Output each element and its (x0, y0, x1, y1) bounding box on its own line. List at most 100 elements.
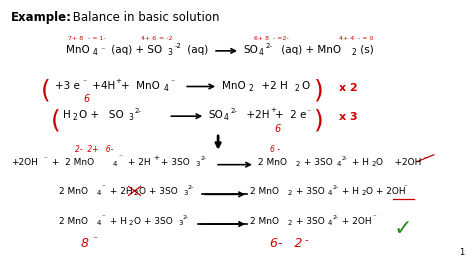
Text: 4: 4 (224, 113, 229, 122)
Text: + 3SO: + 3SO (301, 158, 332, 167)
Text: 8: 8 (81, 237, 89, 250)
Text: 4: 4 (164, 84, 168, 93)
Text: +2OH: +2OH (11, 158, 38, 167)
Text: ⁻: ⁻ (101, 45, 105, 54)
Text: Balance in basic solution: Balance in basic solution (69, 11, 219, 24)
Text: 6+ 8: 6+ 8 (254, 36, 269, 41)
Text: (aq) + MnO: (aq) + MnO (278, 45, 341, 55)
Text: 2-: 2- (230, 108, 237, 114)
Text: 2: 2 (361, 190, 365, 196)
Text: + 2OH: + 2OH (339, 217, 372, 226)
Text: 4: 4 (113, 161, 117, 167)
Text: O + 2OH: O + 2OH (366, 188, 406, 196)
Text: 2-: 2- (187, 185, 193, 190)
Text: + 2H: + 2H (125, 158, 150, 167)
Text: 2-: 2- (341, 156, 347, 161)
Text: 3: 3 (167, 48, 172, 57)
Text: 2: 2 (249, 84, 254, 93)
Text: O + 3SO: O + 3SO (138, 188, 177, 196)
Text: (aq) + SO: (aq) + SO (108, 45, 162, 55)
Text: 2 MnO: 2 MnO (258, 158, 287, 167)
Text: +: + (154, 155, 159, 161)
Text: 2: 2 (371, 161, 375, 167)
Text: H: H (63, 110, 71, 120)
Text: +2H: +2H (240, 110, 270, 120)
Text: 2-  2+   6-: 2- 2+ 6- (75, 145, 113, 154)
Text: SO: SO (208, 110, 223, 120)
Text: (s): (s) (357, 45, 374, 55)
Text: MnO: MnO (222, 81, 246, 90)
Text: (aq): (aq) (184, 45, 209, 55)
Text: 4: 4 (93, 48, 98, 57)
Text: 2 MnO: 2 MnO (250, 217, 279, 226)
Text: 7+ 8: 7+ 8 (68, 36, 83, 41)
Text: +  2 MnO: + 2 MnO (49, 158, 94, 167)
Text: - = 1-: - = 1- (88, 36, 106, 41)
Text: 3: 3 (183, 190, 188, 196)
Text: 4+ 6: 4+ 6 (141, 36, 155, 41)
Text: ⁻: ⁻ (372, 214, 376, 220)
Text: - =2-: - =2- (273, 36, 289, 41)
Text: O: O (301, 81, 310, 90)
Text: 4: 4 (337, 161, 341, 167)
Text: ⁻: ⁻ (307, 107, 311, 116)
Text: + H: + H (349, 158, 369, 167)
Text: 6: 6 (275, 124, 281, 134)
Text: ⁻: ⁻ (102, 214, 106, 220)
Text: 2 MnO: 2 MnO (250, 188, 279, 196)
Text: 2-: 2- (332, 215, 339, 220)
Text: 3: 3 (195, 161, 200, 167)
Text: +4H: +4H (89, 81, 115, 90)
Text: 4+ 4: 4+ 4 (339, 36, 355, 41)
Text: 2: 2 (73, 113, 78, 122)
Text: 2-: 2- (332, 185, 339, 190)
Text: 2: 2 (288, 190, 292, 196)
Text: O + 3SO: O + 3SO (134, 217, 173, 226)
Text: x 2: x 2 (339, 82, 358, 93)
Text: 2: 2 (288, 220, 292, 226)
Text: ✓: ✓ (394, 219, 413, 239)
Text: 3: 3 (128, 113, 134, 122)
Text: 6 -: 6 - (270, 145, 280, 154)
Text: = -2: = -2 (159, 36, 173, 41)
Text: ⁻: ⁻ (170, 78, 175, 87)
Text: 2: 2 (134, 190, 138, 196)
Text: 2: 2 (128, 220, 133, 226)
Text: 3: 3 (178, 220, 183, 226)
Text: 2-: 2- (266, 43, 273, 49)
Text: 4: 4 (259, 48, 264, 57)
Text: ⁻: ⁻ (83, 78, 87, 87)
Text: 6: 6 (83, 94, 89, 105)
Text: - = 0: - = 0 (358, 36, 374, 41)
Text: +: + (116, 78, 122, 84)
Text: 4: 4 (328, 190, 332, 196)
Text: 2 MnO: 2 MnO (59, 188, 88, 196)
Text: O +   SO: O + SO (79, 110, 124, 120)
Text: + 2H: + 2H (107, 188, 132, 196)
Text: -2: -2 (174, 43, 181, 49)
Text: + 3SO: + 3SO (158, 158, 190, 167)
Text: O    +2OH: O +2OH (376, 158, 421, 167)
Text: + 3SO: + 3SO (292, 188, 324, 196)
Text: +2 H: +2 H (255, 81, 288, 90)
Text: 2: 2 (296, 161, 300, 167)
Text: 2-: 2- (135, 108, 141, 114)
Text: 4: 4 (97, 190, 101, 196)
Text: ): ) (313, 108, 323, 132)
Text: +  2 e: + 2 e (275, 110, 306, 120)
Text: +: + (270, 107, 276, 113)
Text: 6-   2: 6- 2 (270, 237, 302, 250)
Text: ⁻: ⁻ (43, 155, 47, 164)
Text: -: - (305, 235, 308, 245)
Text: +  MnO: + MnO (121, 81, 160, 90)
Text: SO: SO (243, 45, 258, 55)
Text: ⁻: ⁻ (118, 155, 122, 161)
Text: x 3: x 3 (339, 112, 358, 122)
Text: + H: + H (339, 188, 359, 196)
Text: 4: 4 (328, 220, 332, 226)
Text: + H: + H (107, 217, 127, 226)
Text: ⁻: ⁻ (102, 184, 106, 190)
Text: 1: 1 (459, 248, 465, 257)
Text: 2: 2 (351, 48, 356, 57)
Text: + 3SO: + 3SO (292, 217, 324, 226)
